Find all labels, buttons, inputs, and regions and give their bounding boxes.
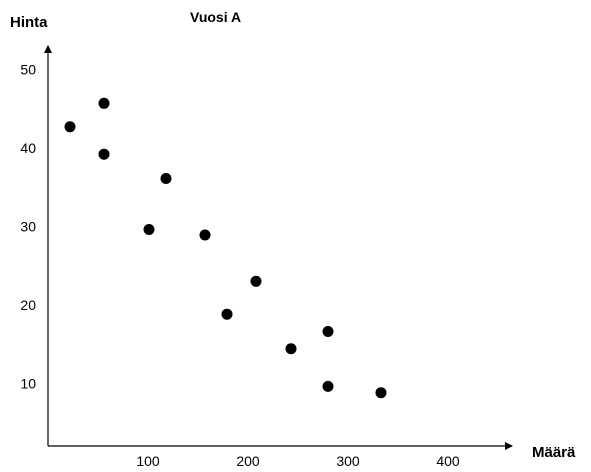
x-tick-label: 100 (136, 453, 160, 469)
x-tick-labels: 100 200 300 400 (136, 453, 460, 469)
x-tick-label: 400 (436, 453, 460, 469)
x-axis-label: Määrä (532, 444, 576, 461)
data-point (285, 343, 297, 355)
data-point (250, 275, 262, 287)
data-point (143, 224, 155, 235)
y-tick-label: 30 (20, 218, 36, 234)
data-point (64, 121, 76, 133)
data-point (98, 97, 110, 109)
x-tick-label: 300 (336, 453, 360, 469)
y-tick-label: 40 (20, 140, 36, 156)
y-tick-label: 50 (20, 62, 36, 78)
data-point (322, 380, 334, 392)
data-point (375, 387, 387, 399)
data-point (221, 308, 233, 320)
y-tick-label: 10 (20, 375, 36, 391)
y-axis-label: Hinta (10, 14, 48, 31)
data-point (199, 229, 211, 241)
data-point (160, 173, 172, 184)
y-tick-label: 20 (20, 297, 36, 313)
chart-title: Vuosi A (190, 9, 241, 25)
data-point (322, 326, 334, 337)
x-tick-label: 200 (236, 453, 260, 469)
y-tick-labels: 10 20 30 40 50 (20, 62, 36, 392)
data-points (64, 97, 387, 399)
data-point (98, 148, 110, 160)
